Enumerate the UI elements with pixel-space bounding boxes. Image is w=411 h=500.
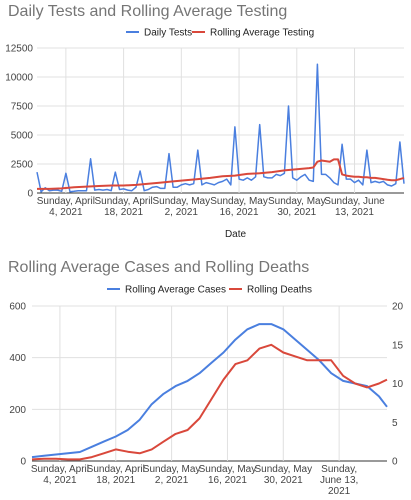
legend-label-1: Rolling Deaths [247,285,312,296]
y-tick-label: 0 [20,457,26,468]
x-tick-label: 30, 2021 [264,475,303,486]
x-tick-label: 30, 2021 [277,207,316,218]
y-tick-label: 0 [27,189,33,200]
x-tick-label: Sunday, May [143,464,201,475]
x-tick-label: Sunday, April [37,196,95,207]
y-tick-label: 2500 [11,160,34,171]
x-tick-label: Sunday, May [199,464,257,475]
series-line-rolling-average-testing [37,158,405,190]
x-tick-label: 2, 2021 [155,475,189,486]
x-tick-label: June 13, [320,475,358,486]
x-tick-label: Sunday, April [31,464,89,475]
x-tick-label: 2, 2021 [165,207,199,218]
series-line-daily-tests [36,63,405,193]
y-tick-label: 200 [9,405,26,416]
x-axis-title: Date [225,229,247,240]
x-tick-label: 18, 2021 [104,207,143,218]
chart2-title: Rolling Average Cases and Rolling Deaths [8,259,310,276]
y-tick-label: 7500 [11,102,34,113]
y2-tick-label: 10 [392,379,404,390]
x-tick-label: Sunday, April [87,464,145,475]
legend-label-1: Rolling Average Testing [210,28,314,39]
series-line-rolling-average-cases [31,323,388,459]
x-tick-label: 13, 2021 [335,207,374,218]
x-tick-label: 4, 2021 [49,207,83,218]
y2-tick-label: 20 [392,302,404,313]
x-tick-label: 2021 [328,486,351,497]
y-tick-label: 12500 [5,44,33,55]
chart1-svg: Daily Tests Rolling Average Testing 0 2500 5… [5,28,405,240]
x-tick-label: Sunday, April [95,196,153,207]
y-tick-label: 5000 [11,131,34,142]
x-tick-label: Sunday, May [153,196,211,207]
y2-tick-label: 5 [392,418,398,429]
x-tick-label: Sunday, May [210,196,268,207]
series-line-rolling-deaths [31,343,388,461]
x-tick-label: 16, 2021 [220,207,259,218]
x-tick-label: Sunday, [321,464,357,475]
x-tick-label: Sunday, June [324,196,385,207]
x-tick-label: 4, 2021 [43,475,77,486]
y-tick-label: 400 [9,353,26,364]
y2-tick-label: 15 [392,340,404,351]
legend-label-0: Rolling Average Cases [125,285,226,296]
y-tick-label: 600 [9,302,26,313]
x-tick-label: 18, 2021 [96,475,135,486]
x-tick-label: 16, 2021 [208,475,247,486]
y-tick-label: 10000 [5,73,33,84]
y2-tick-label: 0 [392,457,398,468]
chart1-title: Daily Tests and Rolling Average Testing [8,3,288,20]
legend-label-0: Daily Tests [144,28,192,39]
x-tick-label: Sunday, May [268,196,326,207]
x-tick-label: Sunday, May [254,464,312,475]
